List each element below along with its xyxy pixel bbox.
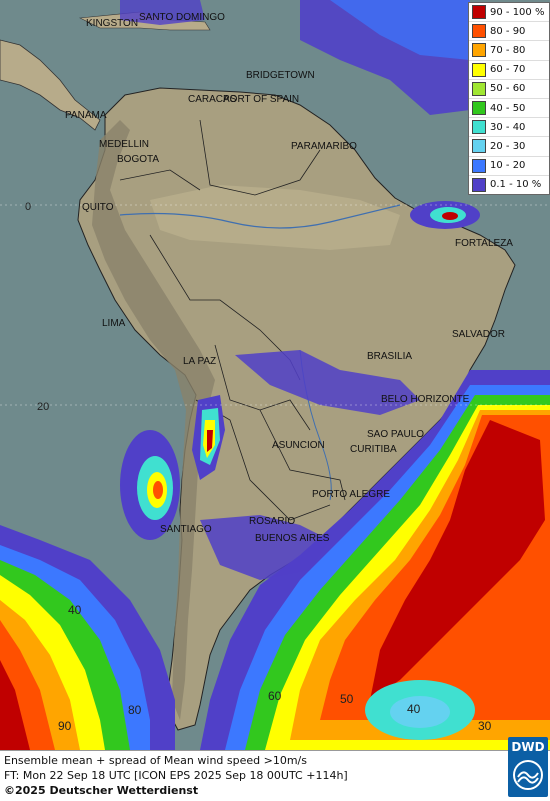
dwd-logo-icon — [513, 760, 543, 790]
legend-label: 70 - 80 — [490, 44, 526, 56]
city-salvador: SALVADOR — [452, 329, 505, 340]
legend-row: 40 - 50 — [469, 99, 549, 119]
lat-label-0: 0 — [25, 201, 31, 213]
legend-swatch — [472, 101, 486, 116]
legend-row: 50 - 60 — [469, 80, 549, 99]
caption-product: Ensemble mean + spread of Mean wind spee… — [4, 754, 307, 767]
legend-row: 20 - 30 — [469, 137, 549, 157]
city-port-of-spain: PORT OF SPAIN — [223, 94, 299, 105]
andes-cell — [192, 395, 225, 480]
inland-wind-patches — [200, 350, 420, 580]
city-brasilia: BRASILIA — [367, 351, 412, 362]
amazon-river — [119, 204, 401, 229]
legend-label: 50 - 60 — [490, 83, 526, 95]
central-america — [0, 39, 101, 131]
contour-label: 40 — [407, 702, 421, 716]
city-belo-horizonte: BELO HORIZONTE — [381, 394, 470, 405]
pacific-cell — [120, 430, 180, 540]
contour-label: 50 — [340, 692, 354, 706]
legend-row: 80 - 90 — [469, 22, 549, 42]
legend-swatch — [472, 43, 486, 58]
city-rosario: ROSARIO — [249, 516, 295, 527]
fortaleza-cell — [410, 201, 480, 229]
contour-label: 60 — [268, 689, 282, 703]
city-curitiba: CURITIBA — [350, 444, 397, 455]
legend-swatch — [472, 177, 486, 192]
caption-copyright: ©2025 Deutscher Wetterdienst — [4, 784, 199, 797]
city-sao-paulo: SAO PAULO — [367, 429, 424, 440]
city-santo-domingo: SANTO DOMINGO — [139, 12, 225, 23]
legend-swatch — [472, 158, 486, 173]
city-kingston: KINGSTON — [86, 18, 138, 29]
legend-swatch — [472, 5, 486, 20]
pacific-wind-field — [0, 525, 175, 750]
caribbean-wind-field — [120, 0, 470, 115]
amazon-basin — [150, 185, 400, 250]
andes-terrain — [92, 120, 215, 720]
city-labels: KINGSTON SANTO DOMINGO BRIDGETOWN CARACA… — [65, 12, 513, 544]
city-porto-alegre: PORTO ALEGRE — [312, 489, 390, 500]
city-lima: LIMA — [102, 318, 126, 329]
legend-label: 90 - 100 % — [490, 6, 545, 18]
legend-row: 90 - 100 % — [469, 3, 549, 23]
legend-label: 20 - 30 — [490, 140, 526, 152]
city-fortaleza: FORTALEZA — [455, 238, 513, 249]
city-santiago: SANTIAGO — [160, 524, 212, 535]
legend-row: 30 - 40 — [469, 118, 549, 138]
legend-label: 60 - 70 — [490, 64, 526, 76]
legend: 90 - 100 % 80 - 90 70 - 80 60 - 70 50 - … — [468, 2, 550, 195]
contour-label: 30 — [478, 719, 492, 733]
city-panama: PANAMA — [65, 110, 107, 121]
contour-label: 80 — [128, 703, 142, 717]
caption-forecast-time: FT: Mon 22 Sep 18 UTC [ICON EPS 2025 Sep… — [4, 769, 348, 782]
map-caption: Ensemble mean + spread of Mean wind spee… — [0, 750, 550, 801]
legend-label: 0.1 - 10 % — [490, 179, 542, 191]
legend-swatch — [472, 81, 486, 96]
legend-row: 10 - 20 — [469, 157, 549, 176]
legend-swatch — [472, 24, 486, 39]
legend-row: 60 - 70 — [469, 61, 549, 80]
legend-swatch — [472, 120, 486, 135]
legend-label: 80 - 90 — [490, 25, 526, 37]
city-medellin: MEDELLIN — [99, 139, 149, 150]
dwd-logo-text: DWD — [511, 740, 545, 754]
city-caracas: CARACAS — [188, 94, 237, 105]
atlantic-wind-field — [200, 370, 550, 750]
city-la-paz: LA PAZ — [183, 356, 216, 367]
city-paramaribo: PARAMARIBO — [291, 141, 357, 152]
graticule — [0, 204, 550, 406]
contour-label: 40 — [68, 603, 82, 617]
city-bridgetown: BRIDGETOWN — [246, 70, 315, 81]
legend-label: 40 - 50 — [490, 102, 526, 114]
dwd-logo: DWD — [508, 737, 548, 797]
legend-swatch — [472, 139, 486, 154]
legend-label: 10 - 20 — [490, 160, 526, 172]
legend-row: 70 - 80 — [469, 41, 549, 61]
city-buenos-aires: BUENOS AIRES — [255, 533, 330, 544]
lat-label-20: 20 — [37, 401, 49, 413]
legend-row: 0.1 - 10 % — [469, 176, 549, 194]
city-asuncion: ASUNCION — [272, 440, 325, 451]
legend-label: 30 - 40 — [490, 121, 526, 133]
city-quito: QUITO — [82, 202, 114, 213]
contour-label: 90 — [58, 719, 72, 733]
legend-swatch — [472, 62, 486, 77]
city-bogota: BOGOTA — [117, 154, 159, 165]
